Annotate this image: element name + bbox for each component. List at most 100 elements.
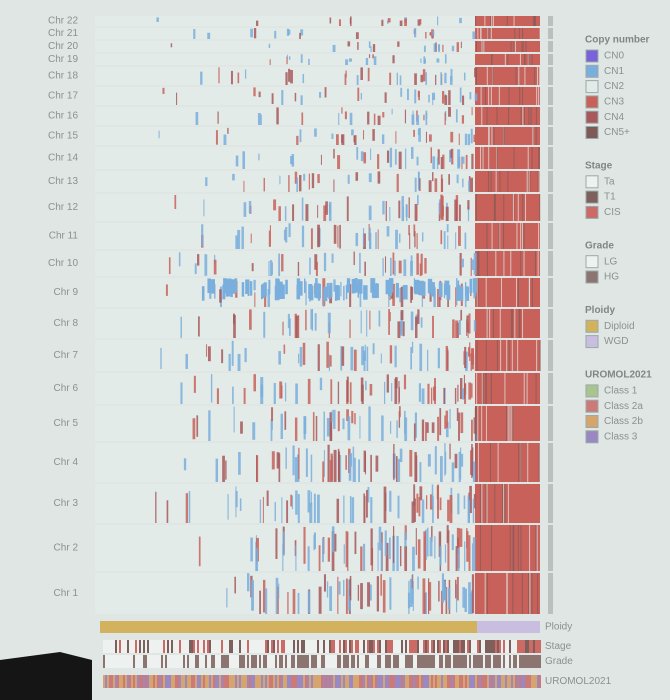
cn-streak — [430, 387, 433, 404]
cn-streak — [452, 319, 455, 338]
cn-streak — [337, 381, 340, 404]
track-cell — [317, 675, 319, 688]
cn-streak — [317, 344, 320, 371]
track-cell — [227, 655, 229, 668]
cn-streak — [457, 493, 460, 515]
amp-streak — [503, 194, 505, 221]
amp-streak — [523, 251, 525, 276]
track-cell — [239, 655, 241, 668]
track-cell — [511, 675, 513, 688]
row-bg — [95, 406, 540, 441]
track-cell — [519, 675, 521, 688]
cn-streak — [425, 495, 428, 510]
cn-streak — [417, 194, 419, 206]
track-cell — [147, 675, 149, 688]
amp-streak — [537, 251, 539, 276]
heatmap — [95, 16, 553, 688]
legend-label: CN0 — [604, 51, 624, 62]
track-cell — [299, 675, 301, 688]
cn-streak — [255, 20, 259, 26]
amp-streak — [478, 251, 480, 276]
cn-streak — [396, 420, 398, 438]
cn-streak — [458, 451, 461, 482]
cn-streak — [439, 497, 442, 511]
cn-streak — [235, 491, 238, 508]
track-cell — [109, 675, 111, 688]
amp-streak — [490, 16, 492, 26]
amp-block — [475, 525, 540, 571]
track-cell — [191, 675, 193, 688]
amp-streak — [522, 107, 524, 125]
track-cell — [333, 640, 335, 653]
cn-streak — [389, 490, 392, 512]
track-cell — [259, 675, 261, 688]
track-cell — [279, 675, 281, 688]
cn-streak — [411, 341, 414, 353]
track-cell — [427, 675, 429, 688]
cn-streak — [460, 309, 463, 321]
cn-streak — [366, 309, 368, 337]
cn-streak — [333, 279, 336, 292]
track-cell — [185, 675, 187, 688]
cn-streak — [420, 253, 423, 276]
cn-streak — [357, 87, 360, 102]
cn-streak — [423, 45, 426, 52]
cn-streak — [264, 290, 267, 307]
cn-streak — [431, 422, 435, 433]
track-cell — [143, 675, 145, 688]
cn-streak — [241, 226, 244, 249]
cn-streak — [472, 461, 476, 482]
cn-streak — [259, 499, 262, 523]
track-cell — [375, 675, 377, 688]
track-cell — [187, 655, 189, 668]
cn-streak — [417, 309, 420, 324]
track-cell — [431, 640, 433, 653]
amp-block — [475, 406, 540, 441]
cn-streak — [425, 112, 428, 119]
track-cell — [387, 655, 389, 668]
track-cell — [285, 675, 287, 688]
chromosome-label: Chr 19 — [48, 54, 78, 65]
cn-streak — [444, 451, 447, 474]
cn-streak — [256, 547, 259, 571]
track-cell — [477, 675, 479, 688]
cn-streak — [218, 67, 220, 84]
cn-streak — [347, 531, 349, 571]
cn-streak — [450, 149, 453, 158]
cn-streak — [294, 92, 297, 102]
amp-streak — [518, 309, 520, 338]
cn-streak — [361, 384, 364, 404]
track-cell — [147, 640, 149, 653]
cn-streak — [384, 530, 387, 556]
amp-streak — [521, 223, 523, 249]
amp-streak — [475, 406, 477, 441]
track-cell — [409, 655, 411, 668]
cn-streak — [333, 449, 337, 482]
track-cell — [343, 675, 345, 688]
cn-streak — [336, 134, 339, 145]
cn-streak — [168, 257, 171, 275]
cn-streak — [308, 284, 313, 299]
track-cell — [141, 675, 143, 688]
cn-streak — [323, 411, 325, 441]
amp-streak — [531, 54, 533, 65]
cn-streak — [368, 41, 371, 48]
cn-streak — [235, 155, 239, 167]
cn-streak — [404, 410, 406, 435]
track-cell — [115, 675, 117, 688]
cn-streak — [442, 44, 444, 52]
amp-streak — [496, 107, 498, 125]
amp-streak — [490, 373, 492, 404]
cn-streak — [288, 68, 291, 82]
amp-streak — [514, 28, 516, 39]
amp-streak — [491, 127, 493, 145]
track-cell — [203, 675, 205, 688]
cn-streak — [162, 87, 165, 94]
track-cell — [379, 640, 381, 653]
side-track — [548, 127, 553, 145]
cn-streak — [263, 282, 267, 297]
cn-streak — [360, 151, 364, 162]
cn-streak — [408, 197, 410, 219]
cn-streak — [384, 256, 387, 273]
cn-streak — [230, 279, 236, 294]
